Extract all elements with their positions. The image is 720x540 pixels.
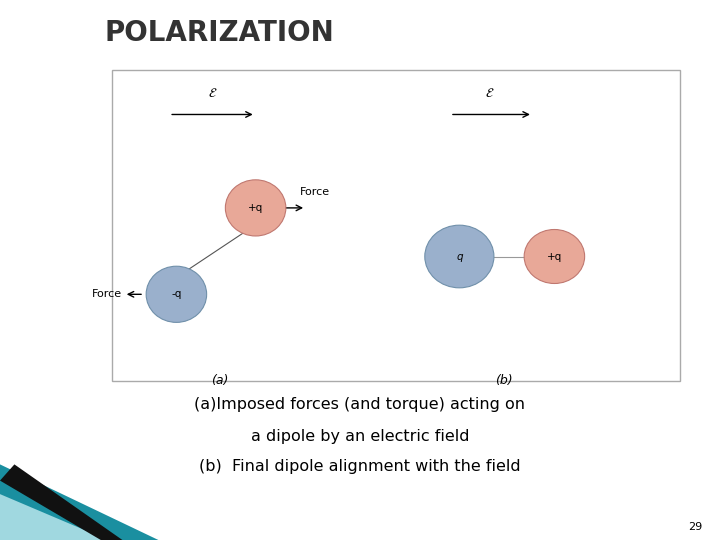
Text: q: q [456,252,463,261]
Ellipse shape [524,230,585,284]
Text: (a)Imposed forces (and torque) acting on: (a)Imposed forces (and torque) acting on [194,397,526,412]
Text: $\mathcal{E}$: $\mathcal{E}$ [207,87,217,100]
Polygon shape [0,464,122,540]
Text: +q: +q [248,203,264,213]
Text: a dipole by an electric field: a dipole by an electric field [251,429,469,444]
Text: Force: Force [300,187,330,197]
Text: POLARIZATION: POLARIZATION [104,19,334,47]
Text: Force: Force [92,289,122,299]
Text: -q: -q [171,289,181,299]
Ellipse shape [425,225,494,288]
Text: (b): (b) [495,374,513,387]
Polygon shape [0,464,158,540]
Polygon shape [0,494,108,540]
Text: (b)  Final dipole alignment with the field: (b) Final dipole alignment with the fiel… [199,459,521,474]
Ellipse shape [225,180,286,236]
Text: 29: 29 [688,522,702,532]
Ellipse shape [146,266,207,322]
Bar [112,70,680,381]
Text: $\mathcal{E}$: $\mathcal{E}$ [485,87,495,100]
Text: (a): (a) [211,374,228,387]
Text: +q: +q [546,252,562,261]
